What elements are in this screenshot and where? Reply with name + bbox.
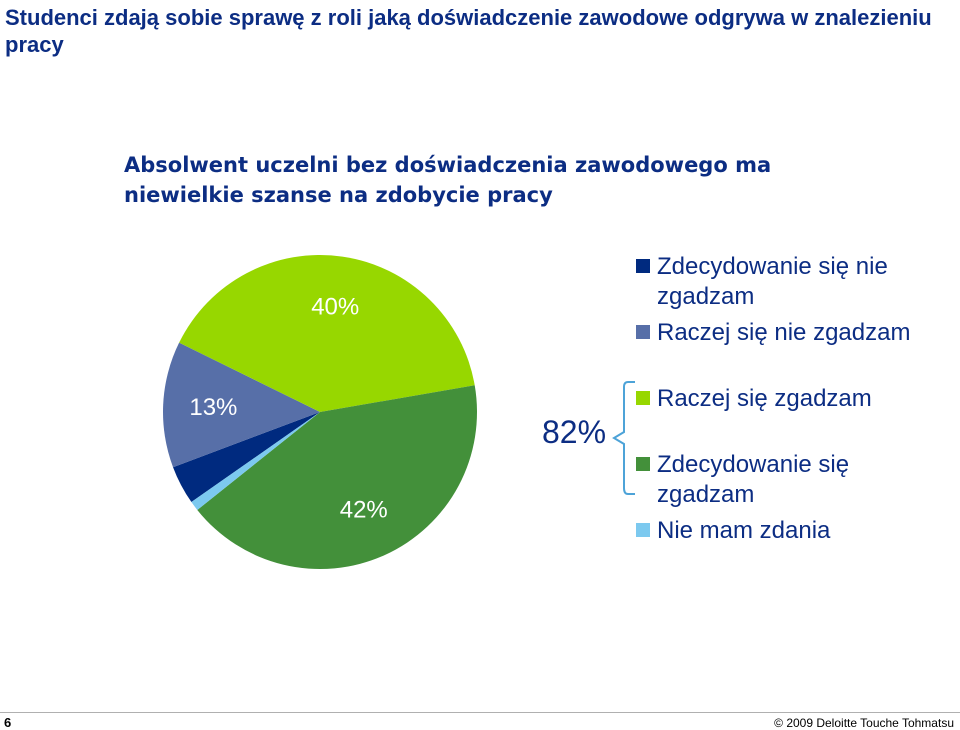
legend-swatch [636,457,650,471]
legend-swatch [636,325,650,339]
pie-slice-raczej-sie-zgadzam [179,254,475,412]
legend-label: Raczej się nie zgadzam [657,319,911,346]
pie-slices [163,254,478,569]
pie-slice-label-zdecydowanie-sie-zgadzam: 42% [340,496,388,523]
pie-slice-label-raczej-sie-nie-zgadzam: 13% [189,394,237,421]
legend-swatch [636,259,650,273]
page-number: 6 [4,715,12,730]
summary-brace [612,381,635,495]
pie-slice-zdecydowanie-sie-nie-zgadzam [173,412,320,503]
legend-label: Zdecydowanie się nie zgadzam [657,253,888,310]
legend-label: Nie mam zdania [657,517,831,544]
pie-slice-labels: 13% 40% 42% [189,293,387,523]
footer-divider [0,712,960,713]
copyright-notice: © 2009 Deloitte Touche Tohmatsu [774,716,954,730]
pie-slice-nie-mam-zdania [191,412,320,510]
chart-title: Absolwent uczelni bez doświadczenia zawo… [124,153,772,207]
pie-slice-raczej-sie-nie-zgadzam [163,342,320,468]
page-title: Studenci zdają sobie sprawę z roli jaką … [5,5,932,57]
legend-swatch [636,523,650,537]
legend-label: Raczej się zgadzam [657,385,872,412]
legend-swatch [636,391,650,405]
pie-slice-zdecydowanie-sie-zgadzam [197,385,478,569]
summary-percentage: 82% [542,414,607,450]
legend-label: Zdecydowanie się zgadzam [657,451,850,508]
pie-slice-label-raczej-sie-zgadzam: 40% [311,293,359,320]
